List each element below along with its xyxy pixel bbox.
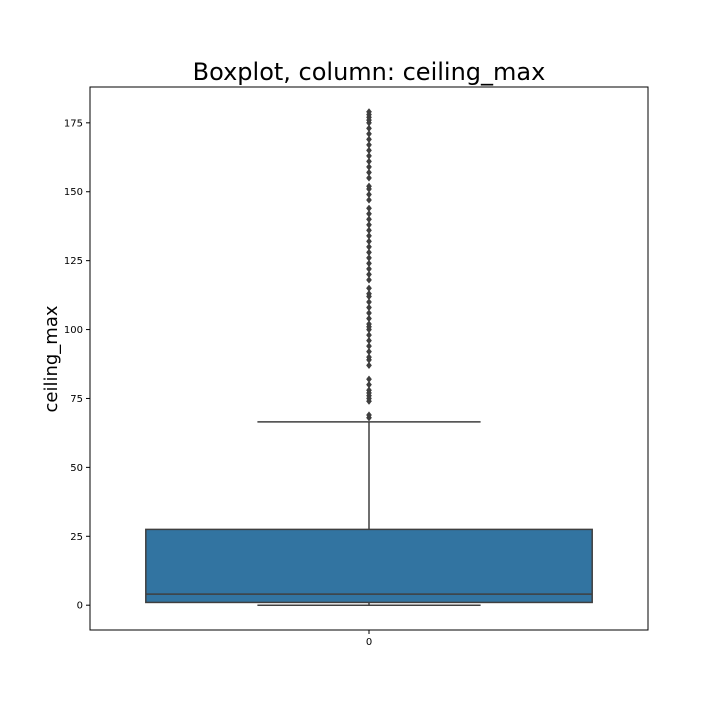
outlier-point <box>366 361 372 370</box>
outlier-point <box>366 221 372 229</box>
outlier-point <box>366 331 372 339</box>
outlier-point <box>366 298 372 306</box>
iqr-box <box>145 528 593 604</box>
x-axis-ticks: 0 <box>366 630 372 648</box>
outlier-point <box>366 342 372 350</box>
outlier-point <box>366 215 372 224</box>
y-tick-label: 150 <box>64 187 83 198</box>
outlier-point <box>366 196 372 204</box>
outlier-point <box>366 284 372 292</box>
outlier-point <box>366 411 372 419</box>
y-tick-label: 25 <box>70 532 83 543</box>
outlier-point <box>366 375 372 383</box>
y-axis-ticks: 0 25 50 75 100 125 150 175 <box>64 118 90 612</box>
y-tick-label: 175 <box>64 118 83 129</box>
outlier-point <box>366 152 372 160</box>
y-tick-label: 125 <box>64 256 83 267</box>
outlier-point <box>366 124 372 133</box>
outlier-point <box>366 168 372 177</box>
outlier-point <box>366 303 372 312</box>
outlier-point <box>366 232 372 240</box>
outlier-point <box>366 336 372 345</box>
y-axis-label: ceiling_max <box>41 305 62 412</box>
outlier-point <box>366 135 372 144</box>
outlier-point <box>366 182 372 190</box>
outlier-point <box>366 248 372 257</box>
y-tick-label: 100 <box>64 325 83 336</box>
outlier-point <box>366 386 372 394</box>
outlier-point <box>366 174 372 182</box>
outlier-point <box>366 226 372 235</box>
outlier-point <box>366 347 372 356</box>
outlier-point <box>366 210 372 218</box>
outlier-point <box>366 290 372 298</box>
outlier-point <box>366 204 372 212</box>
y-tick-label: 50 <box>70 463 83 474</box>
outlier-point <box>366 276 372 284</box>
outlier-point <box>366 265 372 273</box>
outlier-point <box>366 146 372 155</box>
outlier-point <box>366 380 372 389</box>
outlier-point <box>366 237 372 246</box>
outlier-point <box>366 320 372 328</box>
outlier-point <box>366 270 372 279</box>
outlier-point <box>366 353 372 361</box>
x-tick-label: 0 <box>366 637 372 648</box>
outlier-point <box>366 259 372 268</box>
outlier-point <box>366 309 372 317</box>
chart-title: Boxplot, column: ceiling_max <box>193 58 546 86</box>
outlier-point <box>366 254 372 262</box>
outlier-point <box>366 243 372 251</box>
y-tick-label: 75 <box>70 394 83 405</box>
outlier-point <box>366 163 372 171</box>
outlier-point <box>366 190 372 199</box>
outlier-point <box>366 157 372 166</box>
outlier-point <box>366 108 372 116</box>
outlier-point <box>366 141 372 149</box>
box-marks <box>145 108 593 606</box>
outlier-point <box>366 130 372 138</box>
y-tick-label: 0 <box>77 601 83 612</box>
outlier-point <box>366 314 372 323</box>
